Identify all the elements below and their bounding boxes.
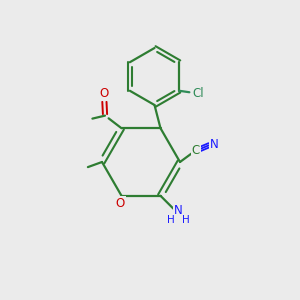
Text: Cl: Cl bbox=[193, 87, 204, 100]
Text: N: N bbox=[210, 138, 219, 151]
Text: H: H bbox=[182, 215, 189, 225]
Text: N: N bbox=[174, 204, 183, 217]
Text: O: O bbox=[100, 87, 109, 100]
Text: C: C bbox=[191, 144, 200, 157]
Text: O: O bbox=[116, 197, 124, 210]
Text: H: H bbox=[167, 215, 174, 225]
